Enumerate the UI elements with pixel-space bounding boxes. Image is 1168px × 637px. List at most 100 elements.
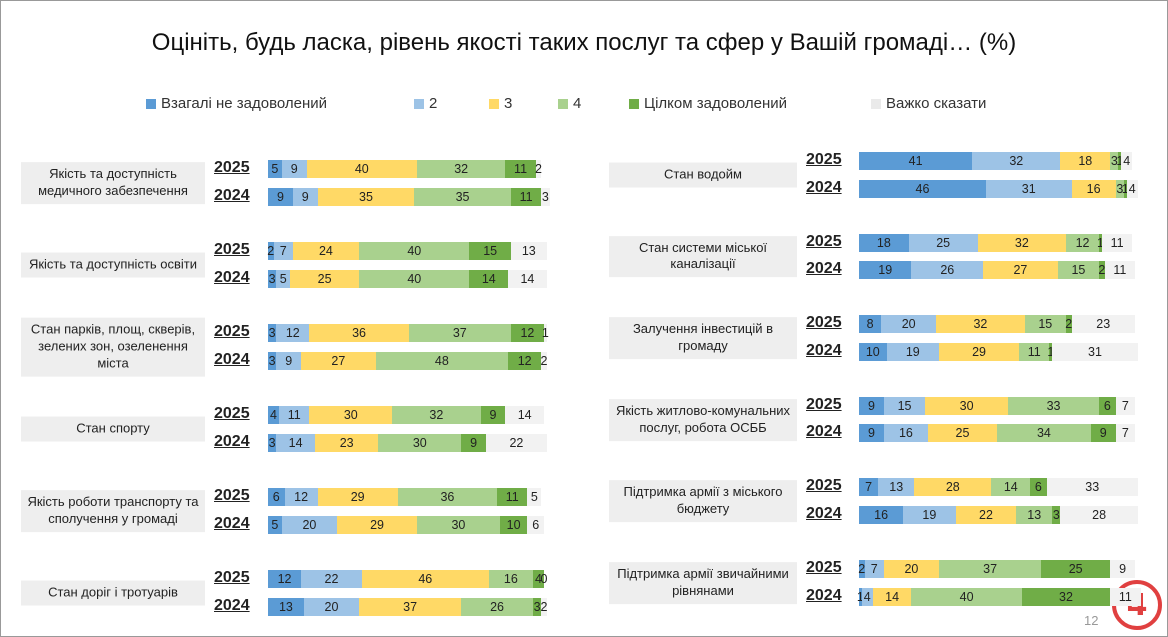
- bar-segment: 9: [480, 406, 506, 424]
- legend-swatch: [489, 98, 499, 109]
- bar-segment: 20: [881, 315, 937, 334]
- bar-segment: 14: [469, 269, 509, 288]
- bar-segment: 9: [268, 187, 293, 206]
- bar-segment: 29: [939, 342, 1020, 361]
- bar-segment: 14: [508, 269, 547, 288]
- bar-segment: 1: [541, 324, 549, 342]
- bar-segment: 3: [1115, 179, 1124, 198]
- page-number: 12: [1084, 613, 1099, 628]
- bar-segment: 3: [268, 433, 277, 452]
- bar-segment: 5: [276, 269, 291, 288]
- bar-segment: 15: [1024, 315, 1066, 334]
- year-label: 2025: [214, 569, 250, 586]
- bar-segment: 35: [317, 187, 415, 206]
- year-label: 2024: [214, 514, 250, 532]
- bar-segment: 10: [859, 342, 887, 361]
- bar-segment: 3: [1110, 152, 1119, 170]
- bar-segment: 26: [911, 261, 984, 280]
- bar-segment: 10: [499, 515, 528, 534]
- category-label: Залучення інвестицій в громаду: [609, 317, 797, 360]
- bar-segment: 32: [936, 315, 1025, 334]
- category-label: Підтримка армії звичайними рівнянами: [609, 562, 797, 604]
- bar-segment: 29: [337, 515, 418, 534]
- bar-segment: 12: [268, 570, 302, 588]
- bar-segment: 15: [883, 396, 926, 415]
- legend-item: Взагалі не задоволений: [146, 95, 327, 112]
- bar-segment: 3: [541, 187, 550, 206]
- bar-segment: 6: [1099, 396, 1116, 415]
- bar-segment: 24: [292, 242, 360, 260]
- bar-segment: 11: [1101, 233, 1133, 252]
- bar-segment: 4: [1121, 152, 1133, 170]
- legend-swatch: [871, 98, 881, 109]
- category-label: Стан парків, площ, скверів, зелених зон,…: [21, 317, 205, 377]
- legend-label: 2: [429, 95, 438, 112]
- bar-segment: 6: [268, 488, 285, 506]
- bar-segment: 32: [972, 152, 1061, 170]
- bar-segment: 11: [505, 160, 536, 178]
- year-label: 2025: [806, 477, 842, 495]
- legend-swatch: [558, 98, 568, 109]
- bar-segment: 5: [268, 515, 282, 534]
- bar-segment: 3: [268, 324, 277, 342]
- year-label: 2025: [806, 232, 842, 250]
- bar-segment: 14: [872, 587, 912, 606]
- bar-segment: 37: [408, 324, 511, 342]
- legend-item: 2: [414, 95, 437, 112]
- bar-segment: 25: [1041, 560, 1111, 578]
- year-label: 2025: [214, 241, 250, 258]
- bar-segment: 32: [417, 160, 506, 178]
- bar-segment: 30: [417, 515, 500, 534]
- bar-segment: 2: [1098, 261, 1106, 280]
- legend-swatch: [414, 98, 424, 109]
- bar-segment: 9: [292, 187, 318, 206]
- category-label: Стан доріг і тротуарів: [21, 580, 205, 606]
- bar-segment: 22: [301, 570, 362, 588]
- year-label: 2025: [806, 395, 842, 413]
- legend-item: 4: [558, 95, 581, 112]
- bar-segment: 30: [925, 396, 1009, 415]
- bar-segment: 27: [983, 261, 1058, 280]
- year-label: 2025: [806, 559, 842, 576]
- bar-segment: 23: [314, 433, 379, 452]
- bar-segment: 1: [856, 587, 864, 606]
- bar-segment: 6: [527, 515, 544, 534]
- bar-segment: 9: [281, 160, 307, 178]
- bar-segment: 28: [1060, 505, 1138, 524]
- bar-segment: 12: [276, 324, 310, 342]
- bar-segment: 2: [1065, 315, 1073, 334]
- bar-segment: 18: [859, 233, 909, 252]
- bar-segment: 14: [991, 478, 1031, 497]
- bar-segment: 20: [303, 597, 360, 616]
- category-label: Підтримка армії з міського бюджету: [609, 480, 797, 523]
- bar-segment: 11: [279, 406, 310, 424]
- bar-segment: 31: [985, 179, 1072, 198]
- bar-segment: 25: [290, 269, 360, 288]
- bar-segment: 40: [359, 269, 470, 288]
- bar-segment: 4: [268, 406, 280, 424]
- bar-segment: 4: [532, 570, 544, 588]
- bar-segment: 13: [1016, 505, 1053, 524]
- legend-label: Цілком задоволений: [644, 95, 787, 112]
- bar-segment: 5: [527, 488, 542, 506]
- bar-segment: 19: [886, 342, 940, 361]
- bar-segment: 14: [505, 406, 544, 424]
- bar-segment: 20: [883, 560, 940, 578]
- bar-segment: 27: [301, 351, 376, 370]
- bar-segment: 4: [1126, 179, 1138, 198]
- bar-segment: 8: [859, 315, 882, 334]
- bar-segment: 6: [1030, 478, 1047, 497]
- legend-item: 3: [489, 95, 512, 112]
- bar-segment: 12: [284, 488, 318, 506]
- bar-segment: 46: [859, 179, 986, 198]
- bar-segment: 11: [497, 488, 528, 506]
- bar-segment: 13: [268, 597, 304, 616]
- bar-segment: 31: [1052, 342, 1138, 361]
- year-label: 2024: [806, 341, 842, 359]
- bar-segment: 35: [414, 187, 511, 206]
- year-label: 2024: [214, 350, 250, 368]
- bar-segment: 34: [997, 424, 1091, 443]
- bar-segment: 19: [903, 505, 956, 524]
- bar-segment: 23: [1071, 315, 1135, 334]
